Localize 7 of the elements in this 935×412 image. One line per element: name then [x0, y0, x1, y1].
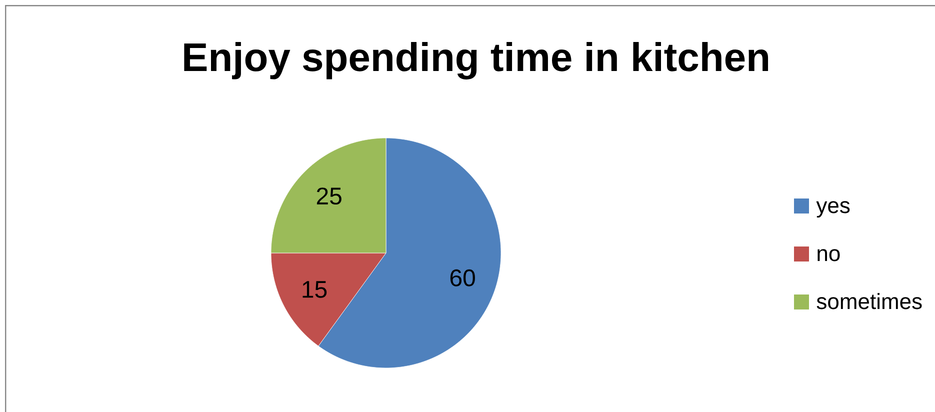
chart-title: Enjoy spending time in kitchen	[184, 42, 768, 80]
legend-label: sometimes	[816, 293, 922, 310]
data-label: 60	[450, 269, 475, 286]
data-label: 25	[316, 188, 342, 205]
legend-label: no	[818, 249, 840, 262]
legend-label: yes	[816, 201, 850, 218]
data-label: 15	[302, 281, 327, 298]
